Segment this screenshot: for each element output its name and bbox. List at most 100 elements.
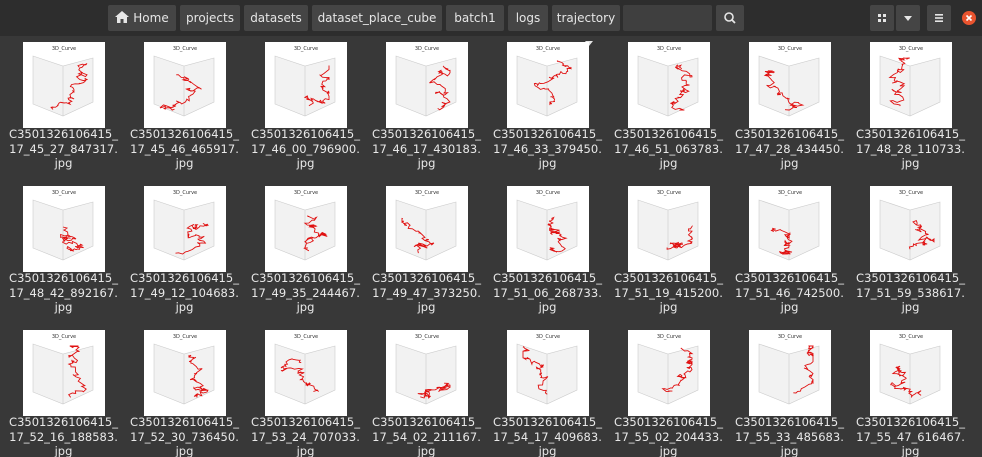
file-name-line: jpg: [487, 156, 608, 171]
plot-image: 3D_Curve: [265, 42, 347, 128]
file-name-line: 17_49_35_244467.: [245, 286, 366, 301]
file-name-line: C3501326106415_: [245, 415, 366, 430]
view-button[interactable]: [870, 5, 894, 31]
crumb-label: logs: [516, 11, 541, 25]
plot-image: 3D_Curve: [507, 186, 589, 272]
plot-image: 3D_Curve: [144, 42, 226, 128]
thumbnail: 3D_Curve: [144, 186, 226, 272]
file-name-line: 17_49_47_373250.: [366, 286, 487, 301]
thumbnail: 3D_Curve: [628, 186, 710, 272]
file-name-line: 17_45_46_465917.: [124, 142, 245, 157]
file-name-line: C3501326106415_: [608, 271, 729, 286]
crumb-label: batch1: [454, 11, 496, 25]
axes-box: [880, 344, 940, 404]
file-name-line: C3501326106415_: [366, 127, 487, 142]
file-item[interactable]: 3D_Curve C3501326106415_17_49_47_373250.j…: [366, 180, 487, 324]
file-name-line: jpg: [366, 300, 487, 315]
crumb-button[interactable]: batch1: [446, 5, 504, 31]
path-field[interactable]: [623, 5, 712, 31]
axes-box: [638, 344, 698, 404]
crumb-button[interactable]: logs: [508, 5, 548, 31]
crumb-button[interactable]: projects: [180, 5, 240, 31]
file-name: C3501326106415_17_54_02_211167.jpg: [366, 415, 487, 457]
axes-box: [517, 200, 577, 260]
thumbnail: 3D_Curve: [386, 330, 468, 416]
thumbnail: 3D_Curve: [749, 330, 831, 416]
plot-title: 3D_Curve: [778, 190, 802, 196]
plot-title: 3D_Curve: [536, 46, 560, 52]
file-name-line: jpg: [487, 300, 608, 315]
thumbnail: 3D_Curve: [23, 186, 105, 272]
file-name-line: C3501326106415_: [366, 271, 487, 286]
plot-title: 3D_Curve: [52, 46, 76, 52]
search-icon: [716, 5, 744, 31]
axes-box: [638, 56, 698, 116]
plot-image: 3D_Curve: [386, 42, 468, 128]
plot-image: 3D_Curve: [265, 186, 347, 272]
plot-title: 3D_Curve: [536, 190, 560, 196]
file-name: C3501326106415_17_51_19_415200.jpg: [608, 271, 729, 315]
plot-title: 3D_Curve: [415, 190, 439, 196]
axes-box: [517, 344, 577, 404]
thumbnail: 3D_Curve: [749, 42, 831, 128]
file-name-line: jpg: [487, 444, 608, 457]
file-name-line: 17_54_02_211167.: [366, 430, 487, 445]
dropdown-arrow: [896, 5, 920, 31]
file-name-line: 17_48_28_110733.: [850, 142, 971, 157]
file-name-line: jpg: [3, 300, 124, 315]
plot-image: 3D_Curve: [386, 186, 468, 272]
crumb-button[interactable]: trajectory: [552, 5, 620, 31]
view-dropdown[interactable]: [896, 5, 920, 31]
file-name-line: C3501326106415_: [729, 415, 850, 430]
file-name-line: C3501326106415_: [850, 271, 971, 286]
axes-box: [517, 56, 577, 116]
close-button[interactable]: [962, 11, 976, 25]
file-name: C3501326106415_17_46_51_063783.jpg: [608, 127, 729, 171]
plot-image: 3D_Curve: [265, 330, 347, 416]
crumb-button[interactable]: dataset_place_cube: [312, 5, 442, 31]
menu-button[interactable]: [927, 5, 951, 31]
file-name-line: 17_55_47_616467.: [850, 430, 971, 445]
file-name-line: jpg: [729, 156, 850, 171]
file-name: C3501326106415_17_49_47_373250.jpg: [366, 271, 487, 315]
plot-title: 3D_Curve: [536, 334, 560, 340]
file-name: C3501326106415_17_48_28_110733.jpg: [850, 127, 971, 171]
file-name-line: 17_53_24_707033.: [245, 430, 366, 445]
crumb-label: datasets: [250, 11, 302, 25]
file-name: C3501326106415_17_54_17_409683.jpg: [487, 415, 608, 457]
plot-title: 3D_Curve: [52, 190, 76, 196]
axes-box: [880, 200, 940, 260]
thumbnail: 3D_Curve: [144, 330, 226, 416]
search-button[interactable]: [716, 5, 744, 31]
crumb-button[interactable]: datasets: [244, 5, 308, 31]
file-item[interactable]: 3D_Curve C3501326106415_17_54_17_409683.j…: [487, 324, 608, 457]
file-name: C3501326106415_17_51_59_538617.jpg: [850, 271, 971, 315]
axes-box: [638, 200, 698, 260]
home-button[interactable]: Home: [108, 5, 176, 31]
axes-box: [396, 56, 456, 116]
menu-icon: [927, 5, 951, 31]
plot-image: 3D_Curve: [749, 42, 831, 128]
